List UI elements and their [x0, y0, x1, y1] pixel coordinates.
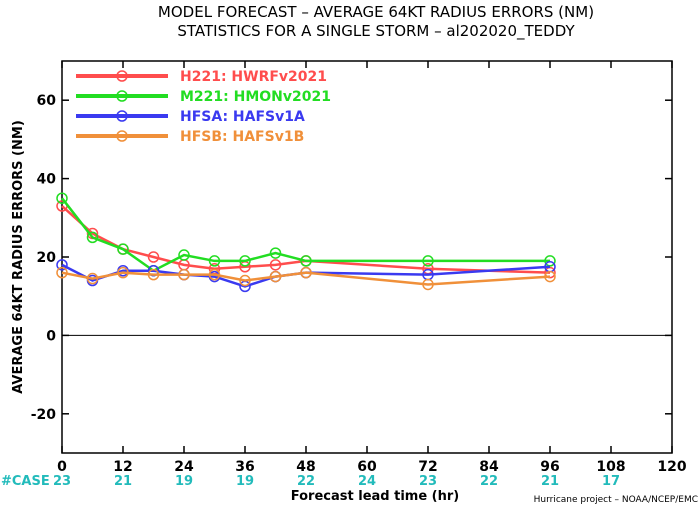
case-counts: 23 21 19 19 22 24 23 22 21 17 — [53, 474, 620, 489]
data-point — [300, 266, 312, 279]
y-axis-title: AVERAGE 64KT RADIUS ERRORS (NM) — [11, 120, 26, 394]
x-tick-label: 96 — [540, 459, 559, 475]
data-point — [147, 268, 160, 281]
x-tick-label: 12 — [113, 459, 132, 475]
legend-marker — [116, 70, 128, 82]
case-count: 21 — [114, 474, 132, 489]
legend-label: HFSA: HAFSv1A — [180, 109, 305, 125]
data-point — [239, 255, 251, 267]
data-point — [147, 251, 160, 263]
case-count: 22 — [297, 474, 315, 489]
legend-marker — [116, 90, 128, 102]
case-count: 21 — [541, 474, 559, 489]
data-point — [300, 255, 312, 267]
y-tick-label: 40 — [37, 172, 57, 188]
data-point — [269, 247, 282, 259]
legend-label: HFSB: HAFSv1B — [180, 129, 304, 145]
x-tick-label: 60 — [357, 459, 377, 475]
data-point — [208, 268, 221, 281]
data-point — [269, 270, 282, 283]
data-point — [86, 272, 99, 285]
data-point — [56, 192, 68, 204]
case-count: 24 — [358, 474, 376, 489]
data-point — [86, 231, 99, 244]
legend-label: M221: HMONv2021 — [180, 89, 331, 105]
series-layer — [56, 192, 556, 293]
case-count: 22 — [480, 474, 498, 489]
case-count: 19 — [175, 474, 193, 489]
y-tick-label: 20 — [37, 250, 57, 266]
series-line — [61, 205, 551, 274]
data-point — [208, 255, 221, 267]
x-axis-title: Forecast lead time (hr) — [291, 489, 459, 504]
case-count: 23 — [53, 474, 71, 489]
data-point — [269, 259, 282, 271]
x-tick-label: 0 — [57, 459, 67, 475]
series-line — [61, 271, 551, 286]
data-point — [544, 270, 556, 283]
case-count: 23 — [419, 474, 437, 489]
x-tick-label: 48 — [296, 459, 315, 475]
data-point — [178, 268, 190, 281]
legend: H221: HWRFv2021 M221: HMONv2021 HFSA: HAFS… — [76, 69, 331, 145]
data-point — [178, 249, 190, 261]
legend-label: H221: HWRFv2021 — [180, 69, 327, 85]
data-point — [544, 255, 556, 267]
y-tick-label: 60 — [37, 93, 57, 109]
x-tick-label: 24 — [174, 459, 194, 475]
credit-text: Hurricane project – NOAA/NCEP/EMC — [534, 495, 698, 505]
x-tick-label: 36 — [235, 459, 254, 475]
chart-title-line1: MODEL FORECAST – AVERAGE 64KT RADIUS ERR… — [158, 3, 594, 21]
y-axis: -20 0 20 40 60 — [31, 93, 672, 423]
case-count: 19 — [236, 474, 254, 489]
data-point — [239, 274, 251, 287]
data-point — [117, 266, 129, 279]
x-axis: 0 12 24 36 48 60 72 84 96 108 120 — [57, 61, 687, 475]
case-count: 17 — [602, 474, 620, 489]
data-point — [422, 255, 434, 267]
legend-marker — [116, 130, 128, 142]
data-point — [422, 278, 434, 291]
x-tick-label: 72 — [418, 459, 437, 475]
x-tick-label: 108 — [596, 459, 625, 475]
series-line — [61, 197, 550, 273]
data-point — [56, 259, 68, 271]
y-tick-label: -20 — [31, 407, 57, 423]
legend-marker — [116, 110, 128, 122]
y-tick-label: 0 — [46, 328, 56, 344]
chart-title-line2: STATISTICS FOR A SINGLE STORM – al202020… — [177, 22, 575, 41]
x-tick-label: 84 — [479, 459, 499, 475]
data-point — [117, 243, 129, 255]
case-label: #CASE — [1, 474, 50, 489]
data-point — [56, 266, 68, 279]
x-tick-label: 120 — [657, 459, 686, 475]
